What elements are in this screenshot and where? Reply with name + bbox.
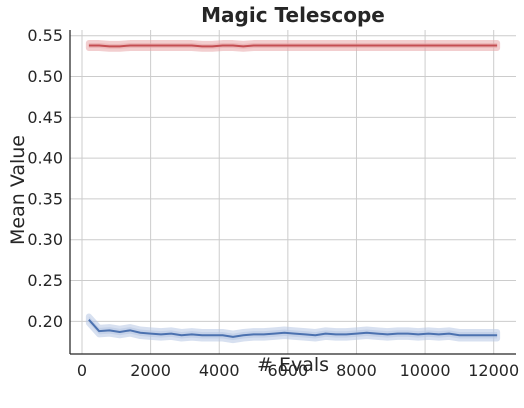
y-tick-label: 0.50 <box>27 67 63 86</box>
series-lines <box>88 44 498 338</box>
axes <box>69 30 516 355</box>
y-tick-label: 0.25 <box>27 271 63 290</box>
x-tick-label: 10000 <box>400 361 451 380</box>
y-tick-labels: 0.20 0.25 0.30 0.35 0.40 0.45 0.50 0.55 <box>27 26 63 331</box>
x-tick-label: 0 <box>77 361 87 380</box>
confidence-bands <box>85 40 501 344</box>
y-tick-label: 0.20 <box>27 312 63 331</box>
x-tick-label: 8000 <box>336 361 377 380</box>
x-axis-label: # Evals <box>257 354 329 376</box>
grid-lines <box>70 30 516 354</box>
y-tick-label: 0.35 <box>27 189 63 208</box>
x-tick-label: 2000 <box>130 361 171 380</box>
y-tick-label: 0.40 <box>27 149 63 168</box>
y-tick-label: 0.30 <box>27 230 63 249</box>
series-0-line <box>88 44 498 48</box>
chart-title: Magic Telescope <box>201 3 385 27</box>
y-tick-label: 0.45 <box>27 108 63 127</box>
x-tick-labels: 0 2000 4000 6000 8000 10000 12000 <box>77 361 519 380</box>
y-axis-label: Mean Value <box>7 135 29 245</box>
x-tick-label: 12000 <box>468 361 519 380</box>
series-1-line <box>88 319 498 338</box>
x-tick-label: 4000 <box>199 361 240 380</box>
x-tick-label: 6000 <box>267 361 308 380</box>
y-tick-label: 0.55 <box>27 26 63 45</box>
series-1-band <box>85 313 501 344</box>
